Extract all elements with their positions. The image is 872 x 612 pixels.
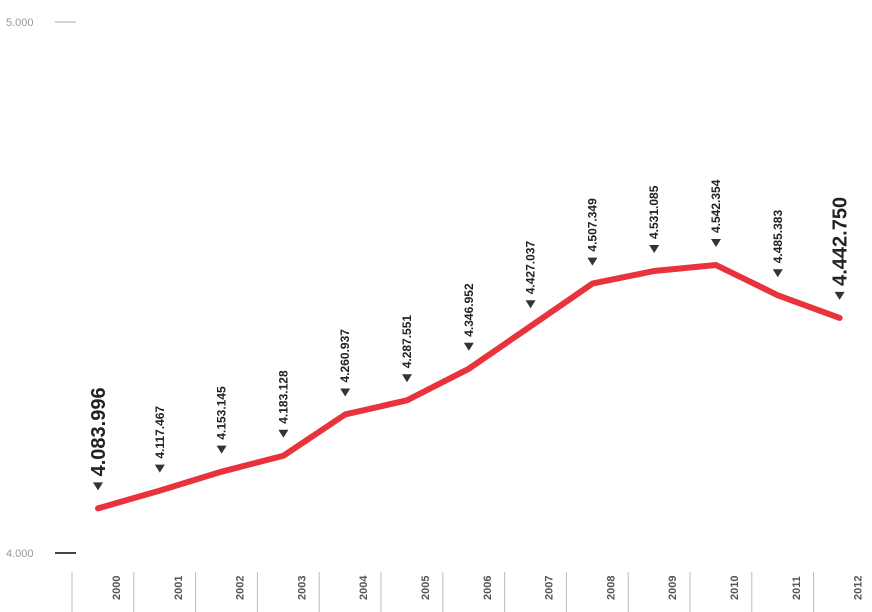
value-label: 4.427.037 — [524, 241, 538, 295]
x-tick-label: 2007 — [544, 576, 556, 600]
marker-triangle — [711, 239, 721, 248]
marker-triangle — [278, 429, 289, 438]
marker-triangle — [834, 291, 845, 300]
marker-triangle — [216, 445, 227, 454]
x-tick-label: 2005 — [420, 576, 432, 600]
x-tick-label: 2001 — [173, 576, 185, 600]
value-label: 4.542.354 — [709, 179, 723, 233]
value-label: 4.287.551 — [400, 315, 414, 369]
y-tick-label: 4.000 — [6, 548, 34, 560]
value-label: 4.507.349 — [585, 198, 599, 252]
x-tick-label: 2004 — [358, 575, 370, 600]
marker-triangle — [525, 300, 536, 309]
marker-triangle — [340, 388, 351, 397]
x-tick-label: 2003 — [296, 576, 308, 600]
y-tick-label: 5.000 — [6, 17, 34, 29]
value-label: 4.083.996 — [88, 387, 110, 476]
value-label: 4.346.952 — [462, 283, 476, 337]
x-tick-label: 2008 — [605, 576, 617, 600]
x-tick-label: 2000 — [111, 576, 123, 600]
x-tick-label: 2012 — [853, 576, 865, 600]
marker-triangle — [649, 244, 660, 253]
value-label: 4.260.937 — [338, 329, 352, 383]
x-tick-label: 2002 — [235, 576, 247, 600]
marker-triangle — [587, 257, 598, 266]
line — [95, 262, 843, 512]
marker-triangle — [402, 374, 412, 383]
value-label: 4.117.467 — [153, 406, 167, 459]
x-tick-label: 2009 — [667, 576, 679, 600]
marker-triangle — [772, 269, 783, 278]
value-label: 4.183.128 — [276, 370, 290, 424]
x-tick-label: 2006 — [482, 576, 494, 600]
x-tick-label: 2010 — [729, 576, 741, 600]
marker-triangle — [463, 342, 474, 351]
value-label: 4.442.750 — [830, 197, 852, 286]
value-label: 4.485.383 — [771, 210, 785, 264]
x-tick-label: 2011 — [791, 576, 803, 600]
marker-triangle — [154, 464, 165, 473]
value-label: 4.153.145 — [215, 386, 229, 440]
marker-triangle — [93, 482, 103, 491]
value-label: 4.531.085 — [647, 185, 661, 239]
